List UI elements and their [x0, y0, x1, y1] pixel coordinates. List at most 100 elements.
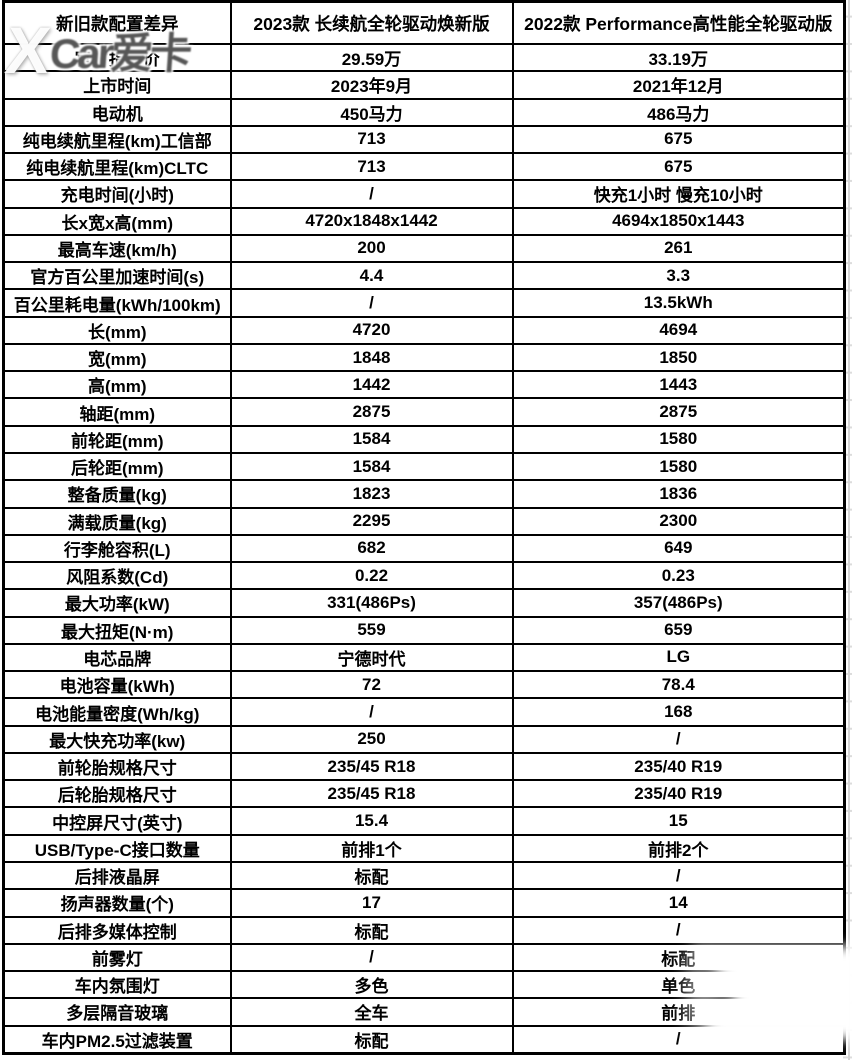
spec-value-cell: 4694 — [511, 315, 846, 345]
spec-label-cell: 车内PM2.5过滤装置 — [2, 1024, 232, 1055]
spec-value-cell: 3.3 — [511, 261, 846, 291]
spec-row: 多层隔音玻璃 全车 前排 — [2, 997, 846, 1027]
spec-label-cell: 多层隔音玻璃 — [2, 997, 232, 1027]
spec-row: 长x宽x高(mm) 4720x1848x1442 4694x1850x1443 — [2, 206, 846, 236]
spec-value-cell: 78.4 — [511, 670, 846, 700]
spec-row: 前轮距(mm) 1584 1580 — [2, 424, 846, 454]
faint-column-gridline — [848, 0, 850, 1060]
spec-value-cell: 261 — [511, 233, 846, 264]
spec-value-cell: 前排 — [511, 997, 846, 1027]
spec-value-cell: 29.59万 — [229, 42, 514, 73]
spec-value-cell: 2875 — [229, 397, 514, 427]
spec-value-cell: 675 — [511, 124, 846, 155]
spec-row: 电池能量密度(Wh/kg)/168 — [2, 697, 846, 727]
spec-value-cell: 2295 — [229, 506, 514, 536]
spec-row: 纯电续航里程(km)CLTC 713 675 — [2, 152, 846, 182]
spec-label-cell: 最高车速(km/h) — [2, 233, 232, 264]
spec-row: 满载质量(kg) 2295 2300 — [2, 506, 846, 536]
spec-value-cell: 全车 — [229, 997, 514, 1027]
spec-label-cell: 百公里耗电量(kWh/100km) — [2, 288, 232, 318]
spec-value-cell: 1442 — [229, 370, 514, 400]
spec-value-cell: 235/45 R18 — [229, 779, 514, 809]
spec-value-cell: / — [229, 942, 514, 973]
spec-value-cell: 659 — [511, 615, 846, 645]
spec-label-cell: 高(mm) — [2, 370, 232, 400]
spec-label-cell: 扬声器数量(个) — [2, 888, 232, 918]
spec-value-cell: 标配 — [229, 915, 514, 945]
spec-value-cell: 559 — [229, 615, 514, 645]
spec-row: 后排多媒体控制 标配 / — [2, 915, 846, 945]
spec-label-cell: 最大扭矩(N·m) — [2, 615, 232, 645]
spec-label-cell: 长(mm) — [2, 315, 232, 345]
spec-value-cell: 2021年12月 — [511, 70, 846, 100]
spec-row: 扬声器数量(个) 17 14 — [2, 888, 846, 918]
spec-value-cell: 前排2个 — [511, 833, 846, 863]
spec-row: 最大功率(kW) 331(486Ps) 357(486Ps) — [2, 588, 846, 618]
spec-row: 中控屏尺寸(英寸) 15.4 15 — [2, 806, 846, 836]
spec-row: 风阻系数(Cd) 0.22 0.23 — [2, 561, 846, 591]
spec-value-cell: 2875 — [511, 397, 846, 427]
spec-label-cell: 电池能量密度(Wh/kg) — [2, 697, 232, 727]
spec-row: 官方指导价 29.59万 33.19万 — [2, 42, 846, 73]
spec-value-cell: 4720 — [229, 315, 514, 345]
spec-value-cell: 15 — [511, 806, 846, 836]
spec-value-cell: 235/40 R19 — [511, 751, 846, 782]
spec-label-cell: 前轮距(mm) — [2, 424, 232, 454]
spec-row: 后轮胎规格尺寸 235/45 R18 235/40 R19 — [2, 779, 846, 809]
spec-value-cell: 13.5kWh — [511, 288, 846, 318]
spec-value-cell: 快充1小时 慢充10小时 — [511, 179, 846, 209]
spec-row: 最大扭矩(N·m) 559 659 — [2, 615, 846, 645]
spec-row: 后轮距(mm) 1584 1580 — [2, 451, 846, 482]
spec-value-cell: 235/40 R19 — [511, 779, 846, 809]
spec-label-cell: 电动机 — [2, 97, 232, 127]
spec-value-cell: 33.19万 — [511, 42, 846, 73]
spec-value-cell: 72 — [229, 670, 514, 700]
spec-row: 车内PM2.5过滤装置 标配 / — [2, 1024, 846, 1055]
spec-value-cell: 0.22 — [229, 561, 514, 591]
spec-value-cell: 标配 — [229, 1024, 514, 1055]
header-config-diff: 新旧款配置差异 — [2, 0, 232, 45]
spec-value-cell: / — [511, 724, 846, 754]
spec-value-cell: 235/45 R18 — [229, 751, 514, 782]
spec-row: 长(mm) 4720 4694 — [2, 315, 846, 345]
spec-value-cell: 675 — [511, 152, 846, 182]
spec-label-cell: 前雾灯 — [2, 942, 232, 973]
spec-label-cell: 充电时间(小时) — [2, 179, 232, 209]
spec-row: 宽(mm) 1848 1850 — [2, 342, 846, 373]
spec-label-cell: USB/Type-C接口数量 — [2, 833, 232, 863]
spec-value-cell: 713 — [229, 124, 514, 155]
spec-value-cell: 1836 — [511, 479, 846, 509]
spec-row: 后排液晶屏 标配 / — [2, 860, 846, 891]
spec-value-cell: 1443 — [511, 370, 846, 400]
spec-label-cell: 风阻系数(Cd) — [2, 561, 232, 591]
spec-value-cell: 4694x1850x1443 — [511, 206, 846, 236]
spec-row: 最高车速(km/h) 200 261 — [2, 233, 846, 264]
spec-label-cell: 车内氛围灯 — [2, 970, 232, 1000]
spec-value-cell: 1848 — [229, 342, 514, 373]
spec-row: 前轮胎规格尺寸 235/45 R18 235/40 R19 — [2, 751, 846, 782]
header-model-2023: 2023款 长续航全轮驱动焕新版 — [229, 0, 514, 45]
spec-value-cell: 357(486Ps) — [511, 588, 846, 618]
spec-value-cell: 713 — [229, 152, 514, 182]
spec-value-cell: 1580 — [511, 451, 846, 482]
spec-value-cell: 0.23 — [511, 561, 846, 591]
spec-value-cell: 250 — [229, 724, 514, 754]
spec-value-cell: 1580 — [511, 424, 846, 454]
spec-label-cell: 最大功率(kW) — [2, 588, 232, 618]
spec-value-cell: 4.4 — [229, 261, 514, 291]
spec-label-cell: 后轮胎规格尺寸 — [2, 779, 232, 809]
spec-value-cell: / — [511, 1024, 846, 1055]
spec-row: 行李舱容积(L) 682 649 — [2, 533, 846, 564]
spec-value-cell: 486马力 — [511, 97, 846, 127]
spec-row: 整备质量(kg) 1823 1836 — [2, 479, 846, 509]
spec-label-cell: 后轮距(mm) — [2, 451, 232, 482]
spec-value-cell: 17 — [229, 888, 514, 918]
spec-row: 最大快充功率(kw) 250/ — [2, 724, 846, 754]
spec-value-cell: 168 — [511, 697, 846, 727]
spec-value-cell: 宁德时代 — [229, 642, 514, 673]
spec-value-cell: / — [229, 179, 514, 209]
spec-value-cell: 450马力 — [229, 97, 514, 127]
spec-table-body: 官方指导价 29.59万 33.19万 上市时间 2023年9月 2021年12月 电动机 4… — [2, 42, 846, 1055]
spec-value-cell: 682 — [229, 533, 514, 564]
